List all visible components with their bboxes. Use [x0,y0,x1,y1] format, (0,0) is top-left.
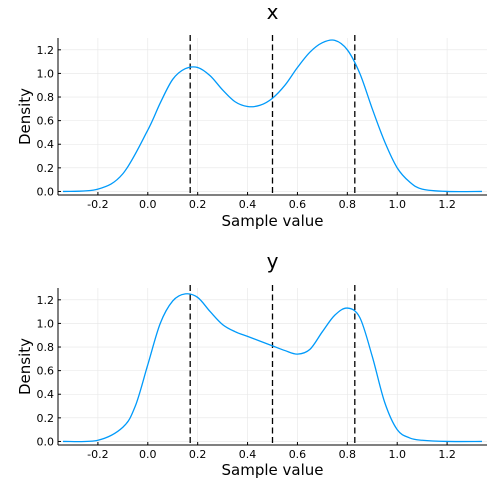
x-axis-label: Sample value [222,212,324,230]
x-tick-label: 1.2 [438,448,456,461]
y-tick-label: 0.0 [37,185,55,198]
x-tick-label: 0.2 [189,198,207,211]
x-tick-label: -0.2 [87,448,108,461]
x-tick-label: 0.2 [189,448,207,461]
x-tick-label: 0.8 [339,448,357,461]
panel-x: -0.2 0.0 0.2 0.4 0.6 0.8 1.0 1.2 0.0 0.2 0.4 0.6 0.8… [16,0,487,230]
chart-title: y [267,249,279,273]
x-tick-label: 0.4 [239,198,257,211]
x-tick-label: 1.0 [388,198,406,211]
density-curve [62,293,483,443]
x-tick-label: 1.0 [388,448,406,461]
x-tick-label: 1.2 [438,198,456,211]
y-tick-label: 0.8 [37,341,55,354]
y-tick-label: 0.8 [37,91,55,104]
y-axis-label: Density [16,88,34,145]
x-tick-label: 0.6 [289,198,307,211]
y-tick-label: 0.0 [37,435,55,448]
y-tick-label: 0.6 [37,365,55,378]
chart-title: x [267,0,279,24]
y-tick-label: 1.2 [37,44,55,57]
x-tick-label: 0.6 [289,448,307,461]
x-tick-label: 0.4 [239,448,257,461]
y-tick-label: 1.0 [37,67,55,80]
x-tick-label: -0.2 [87,198,108,211]
density-curve [62,39,483,193]
x-tick-label: 0.8 [339,198,357,211]
y-tick-label: 0.4 [37,388,55,401]
y-tick-label: 0.2 [37,412,55,425]
y-tick-label: 0.4 [37,138,55,151]
y-tick-label: 1.0 [37,317,55,330]
panel-y: -0.2 0.0 0.2 0.4 0.6 0.8 1.0 1.2 0.0 0.2 0.4 0.6 0.8… [16,249,487,479]
y-tick-label: 0.2 [37,162,55,175]
y-tick-label: 1.2 [37,294,55,307]
x-tick-label: 0.0 [139,198,157,211]
x-tick-label: 0.0 [139,448,157,461]
x-axis-label: Sample value [222,461,324,479]
y-tick-label: 0.6 [37,115,55,128]
y-axis-label: Density [16,338,34,395]
